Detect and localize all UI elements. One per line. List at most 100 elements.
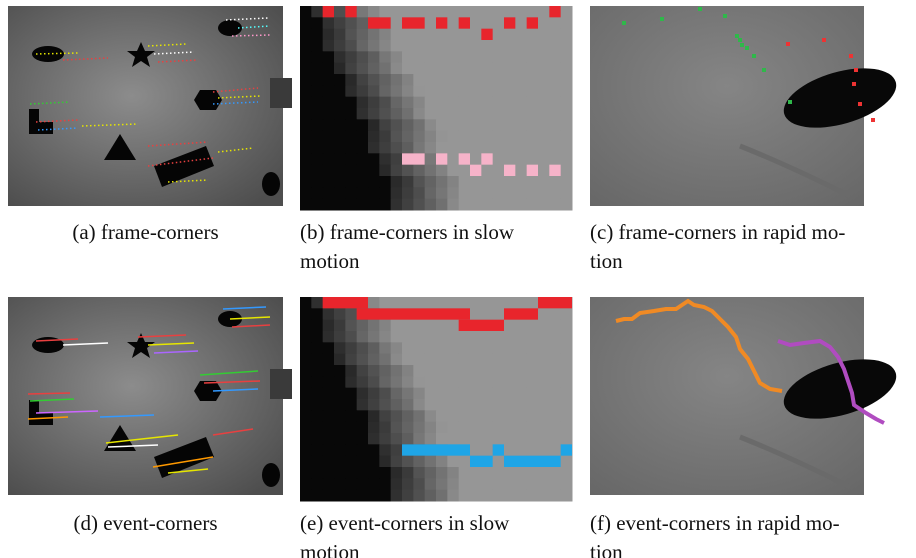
pixel <box>413 176 426 188</box>
pixel <box>368 331 380 343</box>
pixel <box>334 187 346 200</box>
pixel <box>470 331 482 343</box>
pixel <box>311 376 324 389</box>
pixel <box>379 96 392 109</box>
pixel <box>470 130 482 143</box>
pixel <box>345 455 358 468</box>
pixel <box>492 376 505 389</box>
pixel <box>311 399 324 411</box>
pixel <box>447 376 460 389</box>
pixel <box>334 51 346 64</box>
pixel <box>413 410 426 423</box>
pixel <box>368 376 380 389</box>
pixel <box>538 365 550 377</box>
pixel <box>504 51 516 64</box>
pixel <box>560 40 573 52</box>
pixel <box>538 142 550 154</box>
pixel <box>390 85 403 98</box>
pixel <box>447 164 460 177</box>
pixel <box>424 342 437 355</box>
pixel <box>300 51 312 64</box>
pixel <box>390 108 403 120</box>
pixel <box>413 85 426 98</box>
pixel <box>300 308 312 321</box>
pixel <box>356 478 369 491</box>
pixel <box>447 85 460 98</box>
pixel <box>470 444 482 457</box>
pixel <box>515 376 528 389</box>
pixel <box>390 164 403 177</box>
pixel <box>356 387 369 400</box>
pixel <box>560 96 573 109</box>
pixel <box>322 399 335 411</box>
pixel <box>481 342 494 355</box>
pixel <box>504 62 516 75</box>
pixel <box>368 297 380 309</box>
pixel <box>504 467 516 479</box>
pixel <box>311 421 324 434</box>
pixel <box>492 142 505 154</box>
pixel <box>538 410 550 423</box>
pixel <box>300 153 312 166</box>
pixel <box>560 365 573 377</box>
pixel <box>368 62 380 75</box>
pixel <box>379 142 392 154</box>
pixel <box>402 342 414 355</box>
pixel <box>322 387 335 400</box>
pixel <box>390 176 403 188</box>
pixel <box>368 353 380 366</box>
pixel <box>447 17 460 30</box>
caption-line: tion <box>590 249 623 273</box>
pixel <box>549 410 562 423</box>
pixel <box>458 51 471 64</box>
pixel <box>334 455 346 468</box>
pixel <box>515 444 528 457</box>
pixel <box>379 176 392 188</box>
pixel <box>560 455 573 468</box>
pixel <box>379 387 392 400</box>
pixel <box>492 410 505 423</box>
pixel <box>413 164 426 177</box>
pixel <box>402 198 414 211</box>
pixel <box>300 142 312 154</box>
pixel <box>322 85 335 98</box>
pixel <box>300 489 312 502</box>
pixel <box>402 187 414 200</box>
pixel <box>413 6 426 18</box>
pixel <box>481 489 494 502</box>
pixel <box>334 376 346 389</box>
pixel <box>300 353 312 366</box>
pixel <box>515 119 528 132</box>
pixel <box>515 478 528 491</box>
pixel <box>436 467 448 479</box>
pixel <box>436 130 448 143</box>
pixel <box>311 96 324 109</box>
pixel <box>515 365 528 377</box>
pixel <box>458 365 471 377</box>
pixel <box>311 353 324 366</box>
pixel <box>356 62 369 75</box>
pixel <box>390 331 403 343</box>
pixel <box>470 187 482 200</box>
pixel <box>549 319 562 332</box>
pixel <box>436 319 448 332</box>
pixel <box>436 85 448 98</box>
pixel <box>492 342 505 355</box>
pixel <box>390 51 403 64</box>
pixel <box>538 478 550 491</box>
pixel <box>424 142 437 154</box>
pixel <box>492 74 505 86</box>
pixel <box>492 353 505 366</box>
pixel <box>345 421 358 434</box>
pixel <box>436 96 448 109</box>
pixel <box>356 331 369 343</box>
pixel <box>470 142 482 154</box>
pixel <box>368 164 380 177</box>
pixel <box>549 198 562 211</box>
pixel <box>300 6 312 18</box>
pixel <box>526 51 539 64</box>
pixel <box>538 40 550 52</box>
pixel <box>447 478 460 491</box>
pixel <box>481 108 494 120</box>
pixel <box>560 410 573 423</box>
